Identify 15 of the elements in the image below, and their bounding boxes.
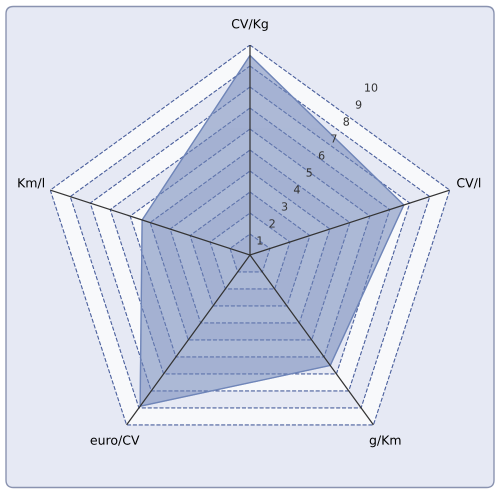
spoke-label: euro/CV (90, 435, 140, 446)
spoke-label: CV/Kg (232, 19, 268, 31)
y-tick-label: 6 (318, 151, 324, 160)
y-tick-label: 10 (365, 83, 378, 92)
spoke-label: Km/l (18, 178, 44, 188)
y-tick-label: 2 (270, 219, 275, 228)
y-tick-label: 7 (331, 134, 337, 143)
y-tick-label: 1 (258, 236, 262, 244)
y-tick-label: 5 (306, 168, 312, 177)
spoke-label: g/Km (370, 436, 400, 448)
y-tick-label: 8 (344, 117, 350, 126)
y-tick-label: 3 (282, 202, 288, 211)
y-tick-label: 9 (356, 100, 362, 109)
y-tick-label: 4 (294, 185, 300, 194)
spoke-label: CV/l (457, 178, 480, 188)
